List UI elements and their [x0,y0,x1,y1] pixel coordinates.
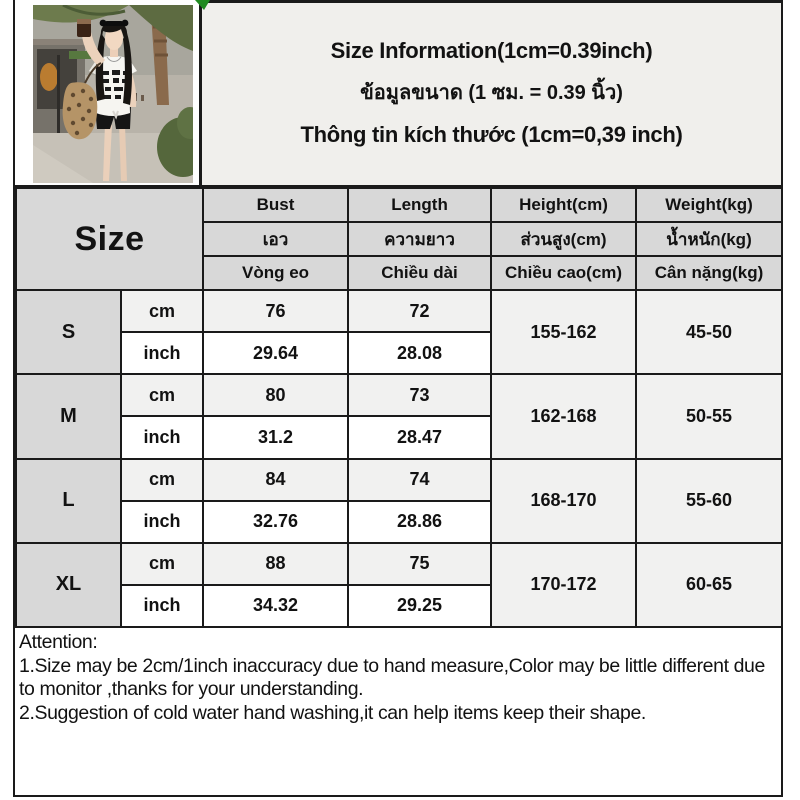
s-weight: 45-50 [635,288,784,376]
m-height: 162-168 [490,373,638,460]
green-corner-marker [195,0,210,10]
col-length-vi: Chiều dài [347,255,493,291]
unit-inch: inch [119,583,205,629]
xl-length-inch: 29.25 [347,583,493,629]
top-section: Size Information(1cm=0.39inch) ข้อมูลขนา… [15,0,781,187]
col-weight-th: น้ำหนัก(kg) [635,221,784,257]
chart-frame: Size Information(1cm=0.39inch) ข้อมูลขนา… [13,0,784,797]
attention-note-1: 1.Size may be 2cm/1inch inaccuracy due t… [19,654,765,701]
top-border [198,0,781,3]
row-s-cm: S cm 76 72 155-162 45-50 [15,288,784,376]
m-bust-inch: 31.2 [202,415,350,460]
m-length-cm: 73 [347,373,493,418]
col-height-vi: Chiều cao(cm) [490,255,638,291]
m-weight: 50-55 [635,373,784,460]
row-l-cm: L cm 84 74 168-170 55-60 [15,457,784,544]
col-weight-vi: Cân nặng(kg) [635,255,784,291]
xl-length-cm: 75 [347,541,493,586]
col-length-th: ความยาว [347,221,493,257]
row-l-inch: inch 32.76 28.86 [16,499,782,544]
col-height-en: Height(cm) [490,187,638,223]
row-s-inch: inch 29.64 28.08 [16,331,782,376]
size-label-l: L [15,457,122,544]
size-info-title-panel: Size Information(1cm=0.39inch) ข้อมูลขนา… [202,0,781,185]
col-length-en: Length [347,187,493,223]
m-length-inch: 28.47 [347,415,493,460]
s-height: 155-162 [490,288,638,376]
product-photo [15,0,202,185]
row-m-inch: inch 31.2 28.47 [16,415,782,460]
row-xl-inch: inch 34.32 29.25 [16,583,782,629]
attention-note-2: 2.Suggestion of cold water hand washing,… [19,701,646,724]
xl-weight: 60-65 [635,541,784,629]
l-bust-cm: 84 [202,457,350,502]
row-m-cm: M cm 80 73 162-168 50-55 [15,373,784,460]
l-height: 168-170 [490,457,638,544]
s-length-inch: 28.08 [347,331,493,376]
unit-cm: cm [119,288,205,334]
l-bust-inch: 32.76 [202,499,350,544]
l-length-inch: 28.86 [347,499,493,544]
xl-height: 170-172 [490,541,638,629]
unit-cm: cm [119,457,205,502]
xl-bust-inch: 34.32 [202,583,350,629]
row-xl-cm: XL cm 88 75 170-172 60-65 [15,541,784,629]
xl-bust-cm: 88 [202,541,350,586]
unit-inch: inch [119,415,205,460]
s-length-cm: 72 [347,288,493,334]
col-height-th: ส่วนสูง(cm) [490,221,638,257]
attention-heading: Attention: [19,631,98,653]
s-bust-inch: 29.64 [202,331,350,376]
size-table: Size Bust Length Height(cm) Weight(kg) เ… [14,187,784,629]
attention-section: Attention: 1.Size may be 2cm/1inch inacc… [15,628,781,795]
size-label-m: M [15,373,122,460]
title-vietnamese: Thông tin kích thước (1cm=0,39 inch) [300,121,683,147]
unit-inch: inch [119,499,205,544]
s-bust-cm: 76 [202,288,350,334]
col-bust-th: เอว [202,221,350,257]
unit-inch: inch [119,331,205,376]
col-weight-en: Weight(kg) [635,187,784,223]
size-label-s: S [15,288,122,376]
l-length-cm: 74 [347,457,493,502]
l-weight: 55-60 [635,457,784,544]
size-corner-header: Size [14,187,205,291]
col-bust-vi: Vòng eo [202,255,350,291]
col-bust-en: Bust [202,187,350,223]
size-label-xl: XL [15,541,122,629]
title-english: Size Information(1cm=0.39inch) [330,37,653,63]
m-bust-cm: 80 [202,373,350,418]
model-photo-illustration [33,5,193,183]
title-thai: ข้อมูลขนาด (1 ซม. = 0.39 นิ้ว) [360,81,623,104]
unit-cm: cm [119,373,205,418]
unit-cm: cm [119,541,205,586]
